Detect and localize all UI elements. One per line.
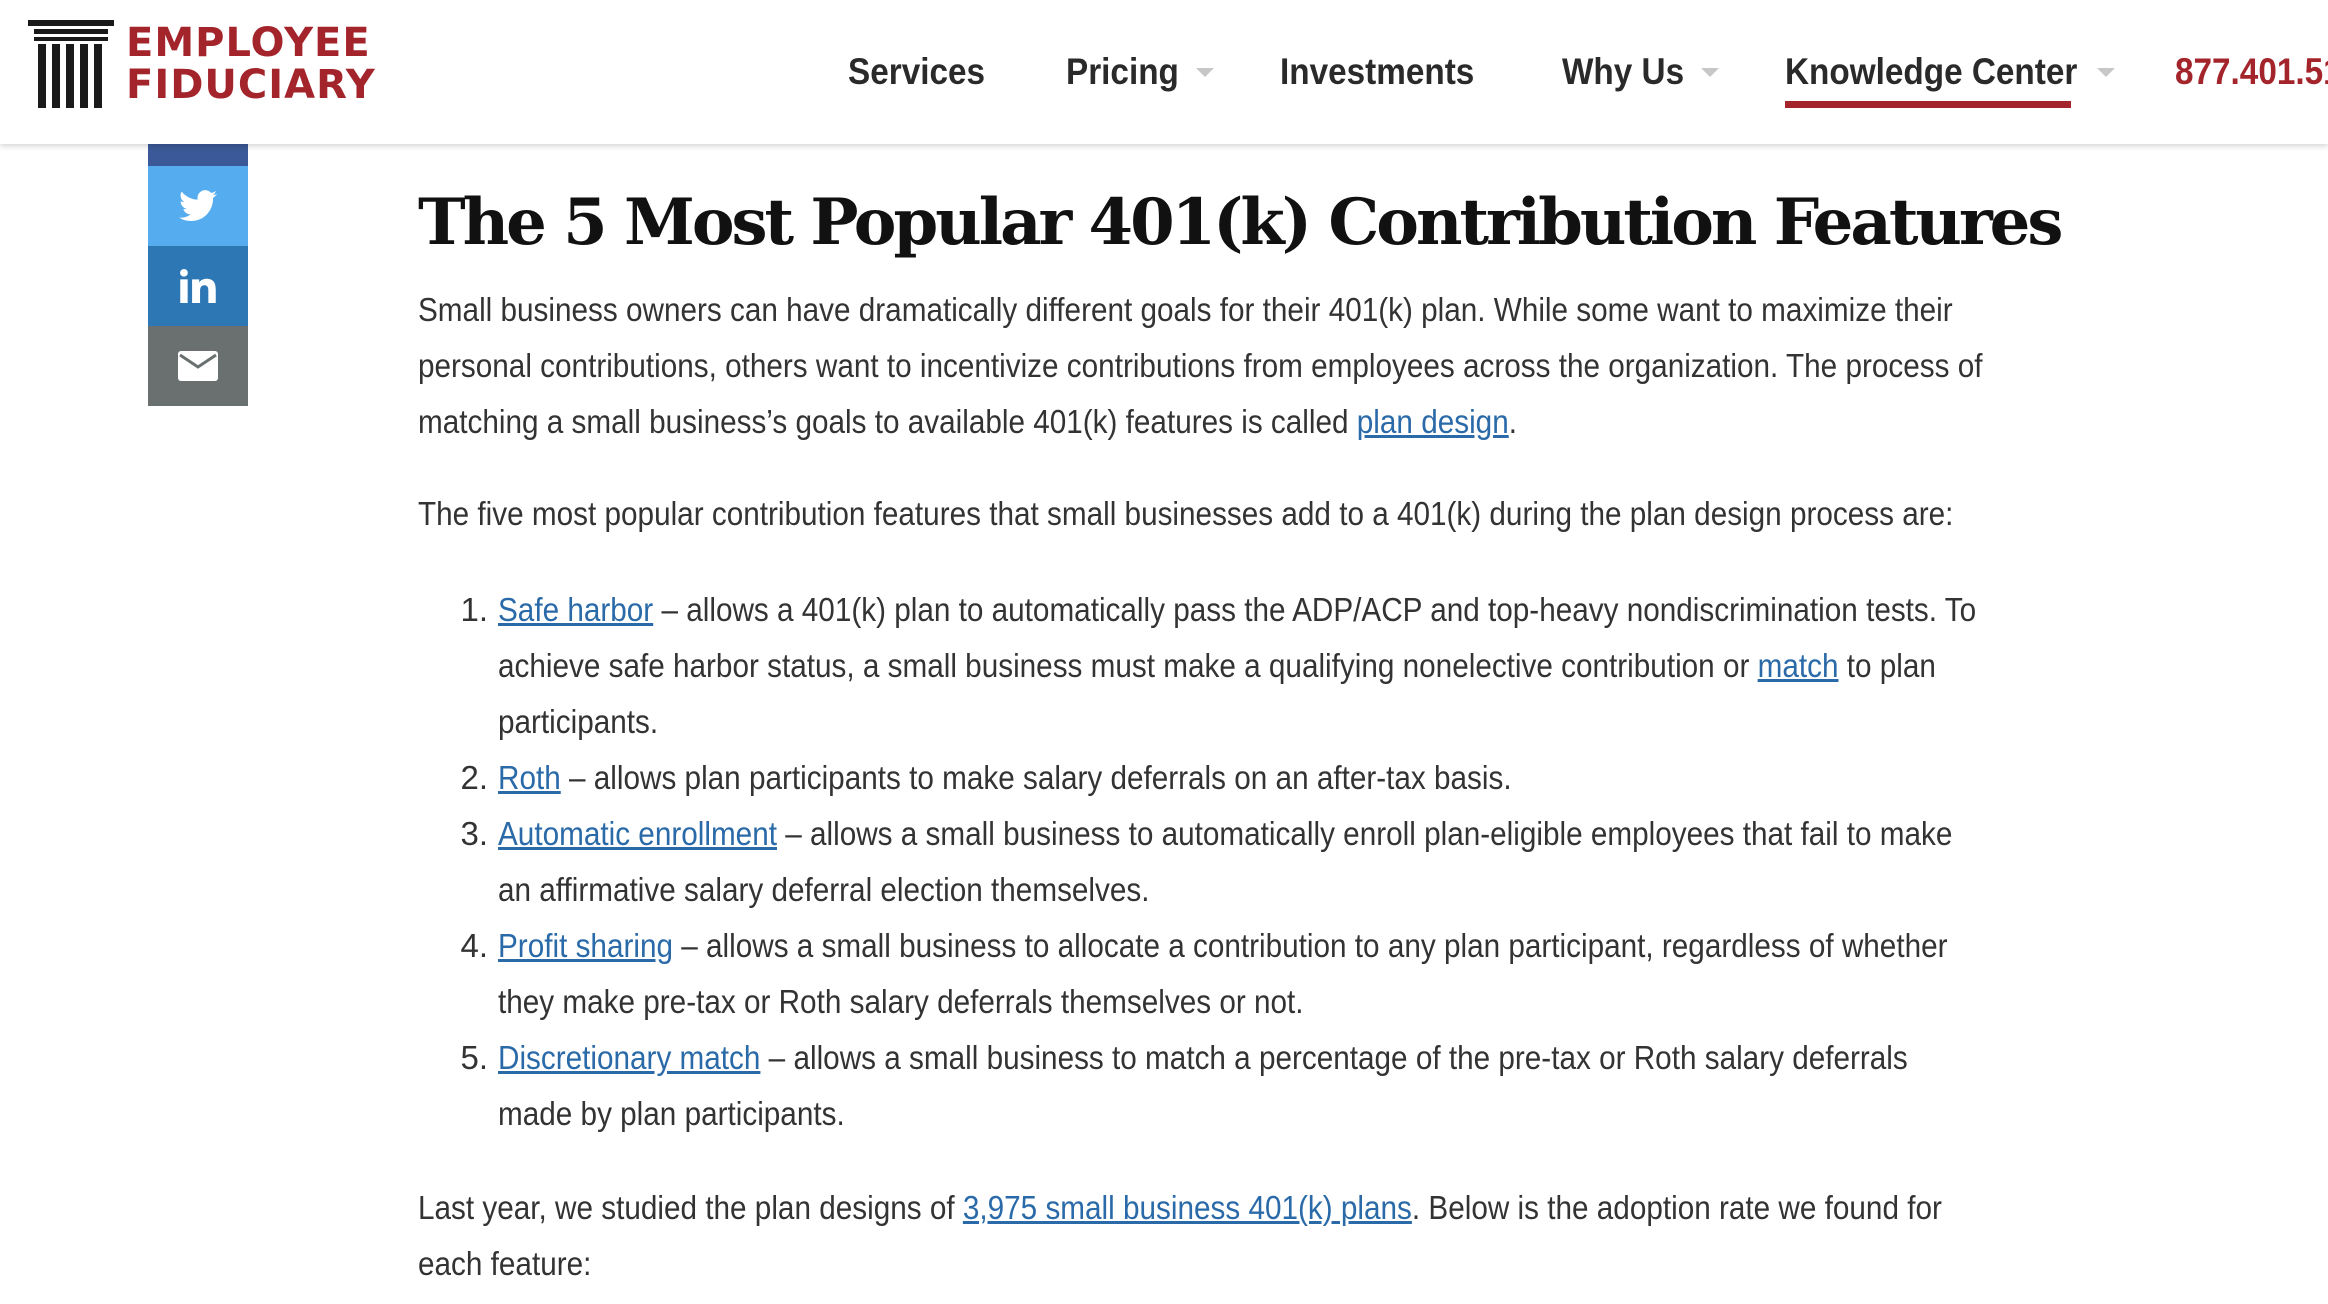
main-nav: Services Pricing Investments Why Us Know… <box>848 0 2328 144</box>
article-content: The 5 Most Popular 401(k) Contribution F… <box>418 170 2063 1292</box>
feature-description: – allows a small business to automatical… <box>498 815 1953 908</box>
article-title: The 5 Most Popular 401(k) Contribution F… <box>418 185 2063 260</box>
list-number: 5. <box>460 1039 488 1076</box>
safe-harbor-link[interactable]: Safe harbor <box>498 591 654 628</box>
site-header: EMPLOYEE FIDUCIARY Services Pricing Inve… <box>0 0 2328 144</box>
feature-description: – allows a small business to allocate a … <box>498 927 1948 1020</box>
nav-investments-label: Investments <box>1279 51 1475 92</box>
brand-line-1: EMPLOYEE <box>126 20 371 66</box>
twitter-share-button[interactable] <box>148 166 248 246</box>
list-number: 4. <box>460 927 488 964</box>
plan-design-link[interactable]: plan design <box>1356 403 1509 440</box>
social-share-bar <box>148 144 248 406</box>
column-pillar-icon <box>28 20 114 108</box>
intro-text: Small business owners can have dramatica… <box>418 291 1983 440</box>
feature-description: – allows plan participants to make salar… <box>560 759 1512 796</box>
list-number: 3. <box>460 815 488 852</box>
nav-knowledge-center[interactable]: Knowledge Center <box>1785 0 2116 144</box>
list-number: 2. <box>460 759 488 796</box>
nav-why-us-label: Why Us <box>1561 51 1684 92</box>
automatic-enrollment-link[interactable]: Automatic enrollment <box>498 815 777 852</box>
closing-text: Last year, we studied the plan designs o… <box>418 1189 963 1226</box>
brand-name: EMPLOYEE FIDUCIARY <box>126 22 376 106</box>
envelope-icon <box>178 351 218 381</box>
intro-text-end: . <box>1508 403 1517 440</box>
list-item: 3. Automatic enrollment – allows a small… <box>418 806 1988 918</box>
list-item: 1. Safe harbor – allows a 401(k) plan to… <box>418 582 1988 750</box>
nav-knowledge-center-label: Knowledge Center <box>1785 51 2078 92</box>
lead-text: The five most popular contribution featu… <box>418 495 1954 532</box>
list-number: 1. <box>460 591 488 628</box>
features-list: 1. Safe harbor – allows a 401(k) plan to… <box>418 582 1988 1142</box>
chevron-down-icon <box>2097 67 2116 77</box>
closing-paragraph: Last year, we studied the plan designs o… <box>418 1180 1988 1292</box>
nav-services-label: Services <box>848 51 986 92</box>
match-link[interactable]: match <box>1757 647 1839 684</box>
facebook-share-button[interactable] <box>148 144 248 166</box>
nav-pricing-label: Pricing <box>1066 51 1180 92</box>
feature-description: – allows a 401(k) plan to automatically … <box>498 591 1977 684</box>
nav-services[interactable]: Services <box>848 0 1000 144</box>
feature-description: – allows a small business to match a per… <box>498 1039 1908 1132</box>
study-link[interactable]: 3,975 small business 401(k) plans <box>962 1189 1412 1226</box>
list-item: 5. Discretionary match – allows a small … <box>418 1030 1988 1142</box>
discretionary-match-link[interactable]: Discretionary match <box>498 1039 761 1076</box>
chevron-down-icon <box>1701 67 1720 77</box>
roth-link[interactable]: Roth <box>498 759 561 796</box>
lead-paragraph: The five most popular contribution featu… <box>418 486 1988 542</box>
brand-line-2: FIDUCIARY <box>126 62 376 108</box>
nav-why-us[interactable]: Why Us <box>1562 0 1720 144</box>
linkedin-icon <box>180 269 216 303</box>
intro-paragraph: Small business owners can have dramatica… <box>418 282 1988 450</box>
list-item: 4. Profit sharing – allows a small busin… <box>418 918 1988 1030</box>
feature-description-end: to plan participants. <box>498 647 1936 740</box>
twitter-icon <box>179 190 217 222</box>
closing-text-end: . Below is the adoption rate we found fo… <box>418 1189 1942 1282</box>
nav-pricing[interactable]: Pricing <box>1066 0 1214 144</box>
profit-sharing-link[interactable]: Profit sharing <box>498 927 673 964</box>
linkedin-share-button[interactable] <box>148 246 248 326</box>
brand-logo[interactable]: EMPLOYEE FIDUCIARY <box>28 20 376 108</box>
list-item: 2. Roth – allows plan participants to ma… <box>418 750 1988 806</box>
email-share-button[interactable] <box>148 326 248 406</box>
phone-number-link[interactable]: 877.401.5100 <box>2175 51 2328 92</box>
nav-investments[interactable]: Investments <box>1280 0 1496 144</box>
chevron-down-icon <box>1195 67 1214 77</box>
